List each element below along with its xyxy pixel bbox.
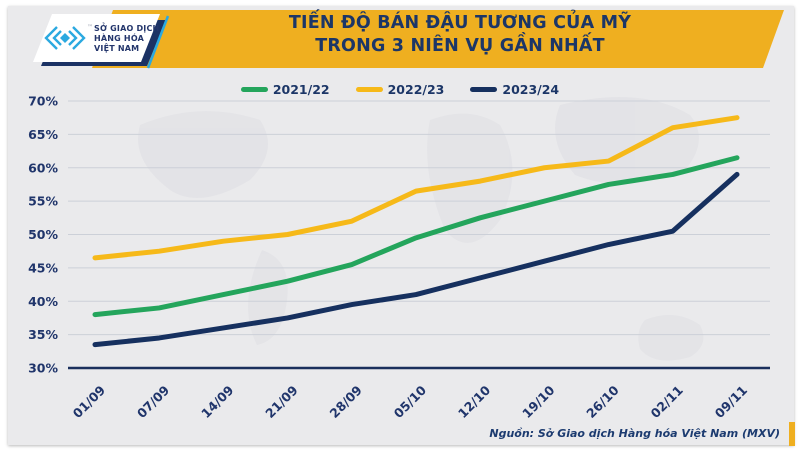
y-tick-label: 70% [28,94,58,109]
y-tick-label: 40% [28,294,58,309]
x-tick-label: 28/09 [326,383,364,421]
series-line-2021-22 [92,155,740,318]
y-tick-label: 65% [28,127,58,142]
logo-text-line2: HÀNG HÓA [94,34,145,43]
mxv-logo-icon [44,26,86,50]
legend-swatch [355,87,383,92]
logo-plate [33,14,160,62]
cyan-accent-line [146,15,170,69]
title-banner-shape [92,10,784,68]
y-tick-label: 45% [28,260,58,275]
x-tick-label: 02/11 [647,383,685,421]
x-tick-label: 09/11 [712,383,750,421]
header-banner [33,10,784,69]
y-tick-label: 35% [28,327,58,342]
x-tick-label: 26/10 [583,382,622,421]
legend-item-2022-23: 2022/23 [355,82,445,97]
y-tick-label: 50% [28,227,58,242]
chart-title-line1: TIẾN ĐỘ BÁN ĐẬU TƯƠNG CỦA MỸ [288,13,632,33]
x-tick-label: 01/09 [70,383,108,421]
x-tick-label: 07/09 [134,383,172,421]
chart-legend: 2021/22 2022/23 2023/24 [0,82,800,97]
trademark-symbol: ™ [87,24,93,31]
legend-swatch [240,87,268,92]
series-line-2023-24 [92,171,740,348]
x-tick-label: 14/09 [198,383,236,421]
chart-title: TIẾN ĐỘ BÁN ĐẬU TƯƠNG CỦA MỸ TRONG 3 NIÊ… [150,12,770,58]
yellow-accent-strip [789,422,795,446]
logo-text-line1: SỞ GIAO DỊCH [94,24,160,33]
series-line-2022-23 [92,115,740,261]
chart-title-line2: TRONG 3 NIÊN VỤ GẦN NHẤT [315,36,605,56]
chart-card [8,6,794,445]
legend-label: 2023/24 [502,82,560,97]
logo-text-line3: VIỆT NAM [94,44,140,53]
x-tick-label: 21/09 [262,383,300,421]
legend-item-2023-24: 2023/24 [470,82,559,97]
legend-swatch [470,87,498,92]
logo-text: SỞ GIAO DỊCH HÀNG HÓA VIỆT NAM [94,24,159,54]
source-note: Nguồn: Sở Giao dịch Hàng hóa Việt Nam (M… [489,427,780,440]
x-tick-label: 19/10 [519,382,558,421]
x-tick-label: 12/10 [455,382,494,421]
legend-item-2021-22: 2021/22 [240,82,330,97]
y-tick-label: 55% [28,194,58,209]
world-map-watermark [138,97,704,361]
legend-label: 2022/23 [387,82,445,97]
legend-label: 2021/22 [272,82,330,97]
y-tick-label: 60% [28,160,58,175]
x-tick-label: 05/10 [391,382,430,421]
y-tick-label: 30% [28,361,58,376]
